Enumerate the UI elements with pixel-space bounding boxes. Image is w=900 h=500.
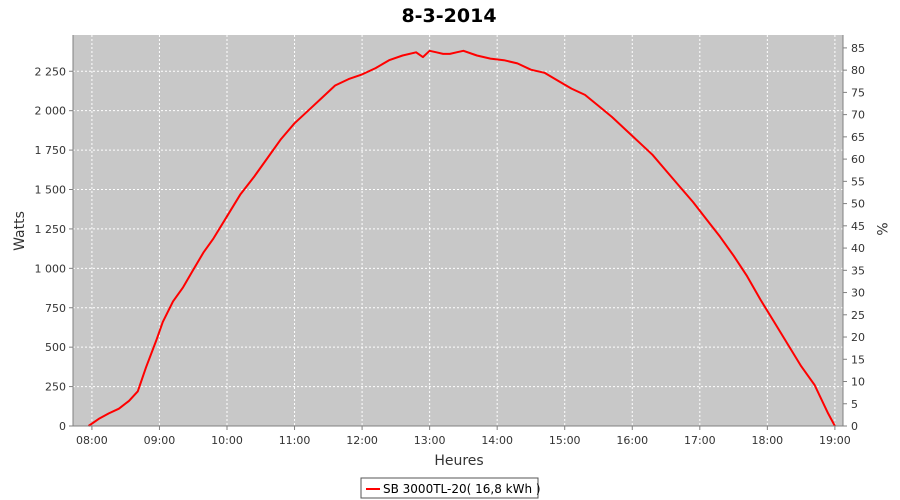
plot-area (73, 35, 843, 426)
y-axis-ticks: 0 250 500 750 1 000 1 250 1 500 1 750 2 000 2 250 (35, 65, 73, 433)
y2-tick-label: 50 (851, 198, 865, 211)
x-tick-label: 12:00 (346, 434, 378, 447)
y2-tick-label: 60 (851, 153, 865, 166)
y2-tick-label: 70 (851, 109, 865, 122)
y2-tick-label: 0 (851, 420, 858, 433)
x-axis-ticks: 08:00 09:00 10:00 11:00 12:00 13:00 14:00 15:00… (76, 426, 851, 447)
y-tick-label: 1 250 (35, 223, 67, 236)
y-tick-label: 1 000 (35, 262, 67, 275)
y2-tick-label: 40 (851, 242, 865, 255)
y2-tick-label: 80 (851, 64, 865, 77)
y2-tick-label: 15 (851, 353, 865, 366)
y-tick-label: 1 500 (35, 184, 67, 197)
series-line (87, 49, 836, 427)
x-tick-label: 15:00 (549, 434, 581, 447)
y-tick-label: 2 250 (35, 65, 67, 78)
y-tick-label: 500 (45, 341, 66, 354)
y2-tick-label: 5 (851, 398, 858, 411)
y2-tick-label: 45 (851, 220, 865, 233)
y2-tick-label: 20 (851, 331, 865, 344)
y2-tick-label: 85 (851, 42, 865, 55)
x-tick-label: 09:00 (144, 434, 176, 447)
x-tick-label: 13:00 (414, 434, 446, 447)
y2-tick-label: 10 (851, 376, 865, 389)
y2-tick-label: 65 (851, 131, 865, 144)
x-tick-label: 14:00 (481, 434, 513, 447)
legend: SB 3000TL-20( 16,8 kWh ) (360, 477, 541, 499)
x-tick-label: 11:00 (279, 434, 311, 447)
y-tick-label: 250 (45, 381, 66, 394)
y-tick-label: 750 (45, 302, 66, 315)
y2-tick-label: 55 (851, 175, 865, 188)
legend-box (360, 477, 539, 499)
y2-tick-label: 25 (851, 309, 865, 322)
y-tick-label: 2 000 (35, 105, 67, 118)
x-tick-label: 16:00 (616, 434, 648, 447)
chart-title: 8-3-2014 (401, 5, 496, 27)
axes (72, 35, 844, 427)
y2-axis-ticks: 0 5 10 15 20 25 30 35 40 45 50 55 60 65 70 75 80 85 (843, 42, 865, 433)
y2-tick-label: 30 (851, 287, 865, 300)
series-layer (87, 49, 836, 427)
x-tick-label: 18:00 (751, 434, 783, 447)
y2-tick-label: 75 (851, 86, 865, 99)
x-tick-label: 08:00 (76, 434, 108, 447)
y2-tick-label: 35 (851, 264, 865, 277)
x-tick-label: 19:00 (819, 434, 851, 447)
x-axis-title: Heures (434, 453, 483, 469)
legend-label: SB 3000TL-20( 16,8 kWh ) (383, 482, 541, 496)
y-tick-label: 1 750 (35, 144, 67, 157)
y-tick-label: 0 (59, 420, 66, 433)
x-tick-label: 17:00 (684, 434, 716, 447)
y-axis-title: Watts (12, 211, 28, 251)
x-tick-label: 10:00 (211, 434, 243, 447)
grid-lines (73, 35, 843, 426)
y2-axis-title: % (873, 222, 889, 235)
